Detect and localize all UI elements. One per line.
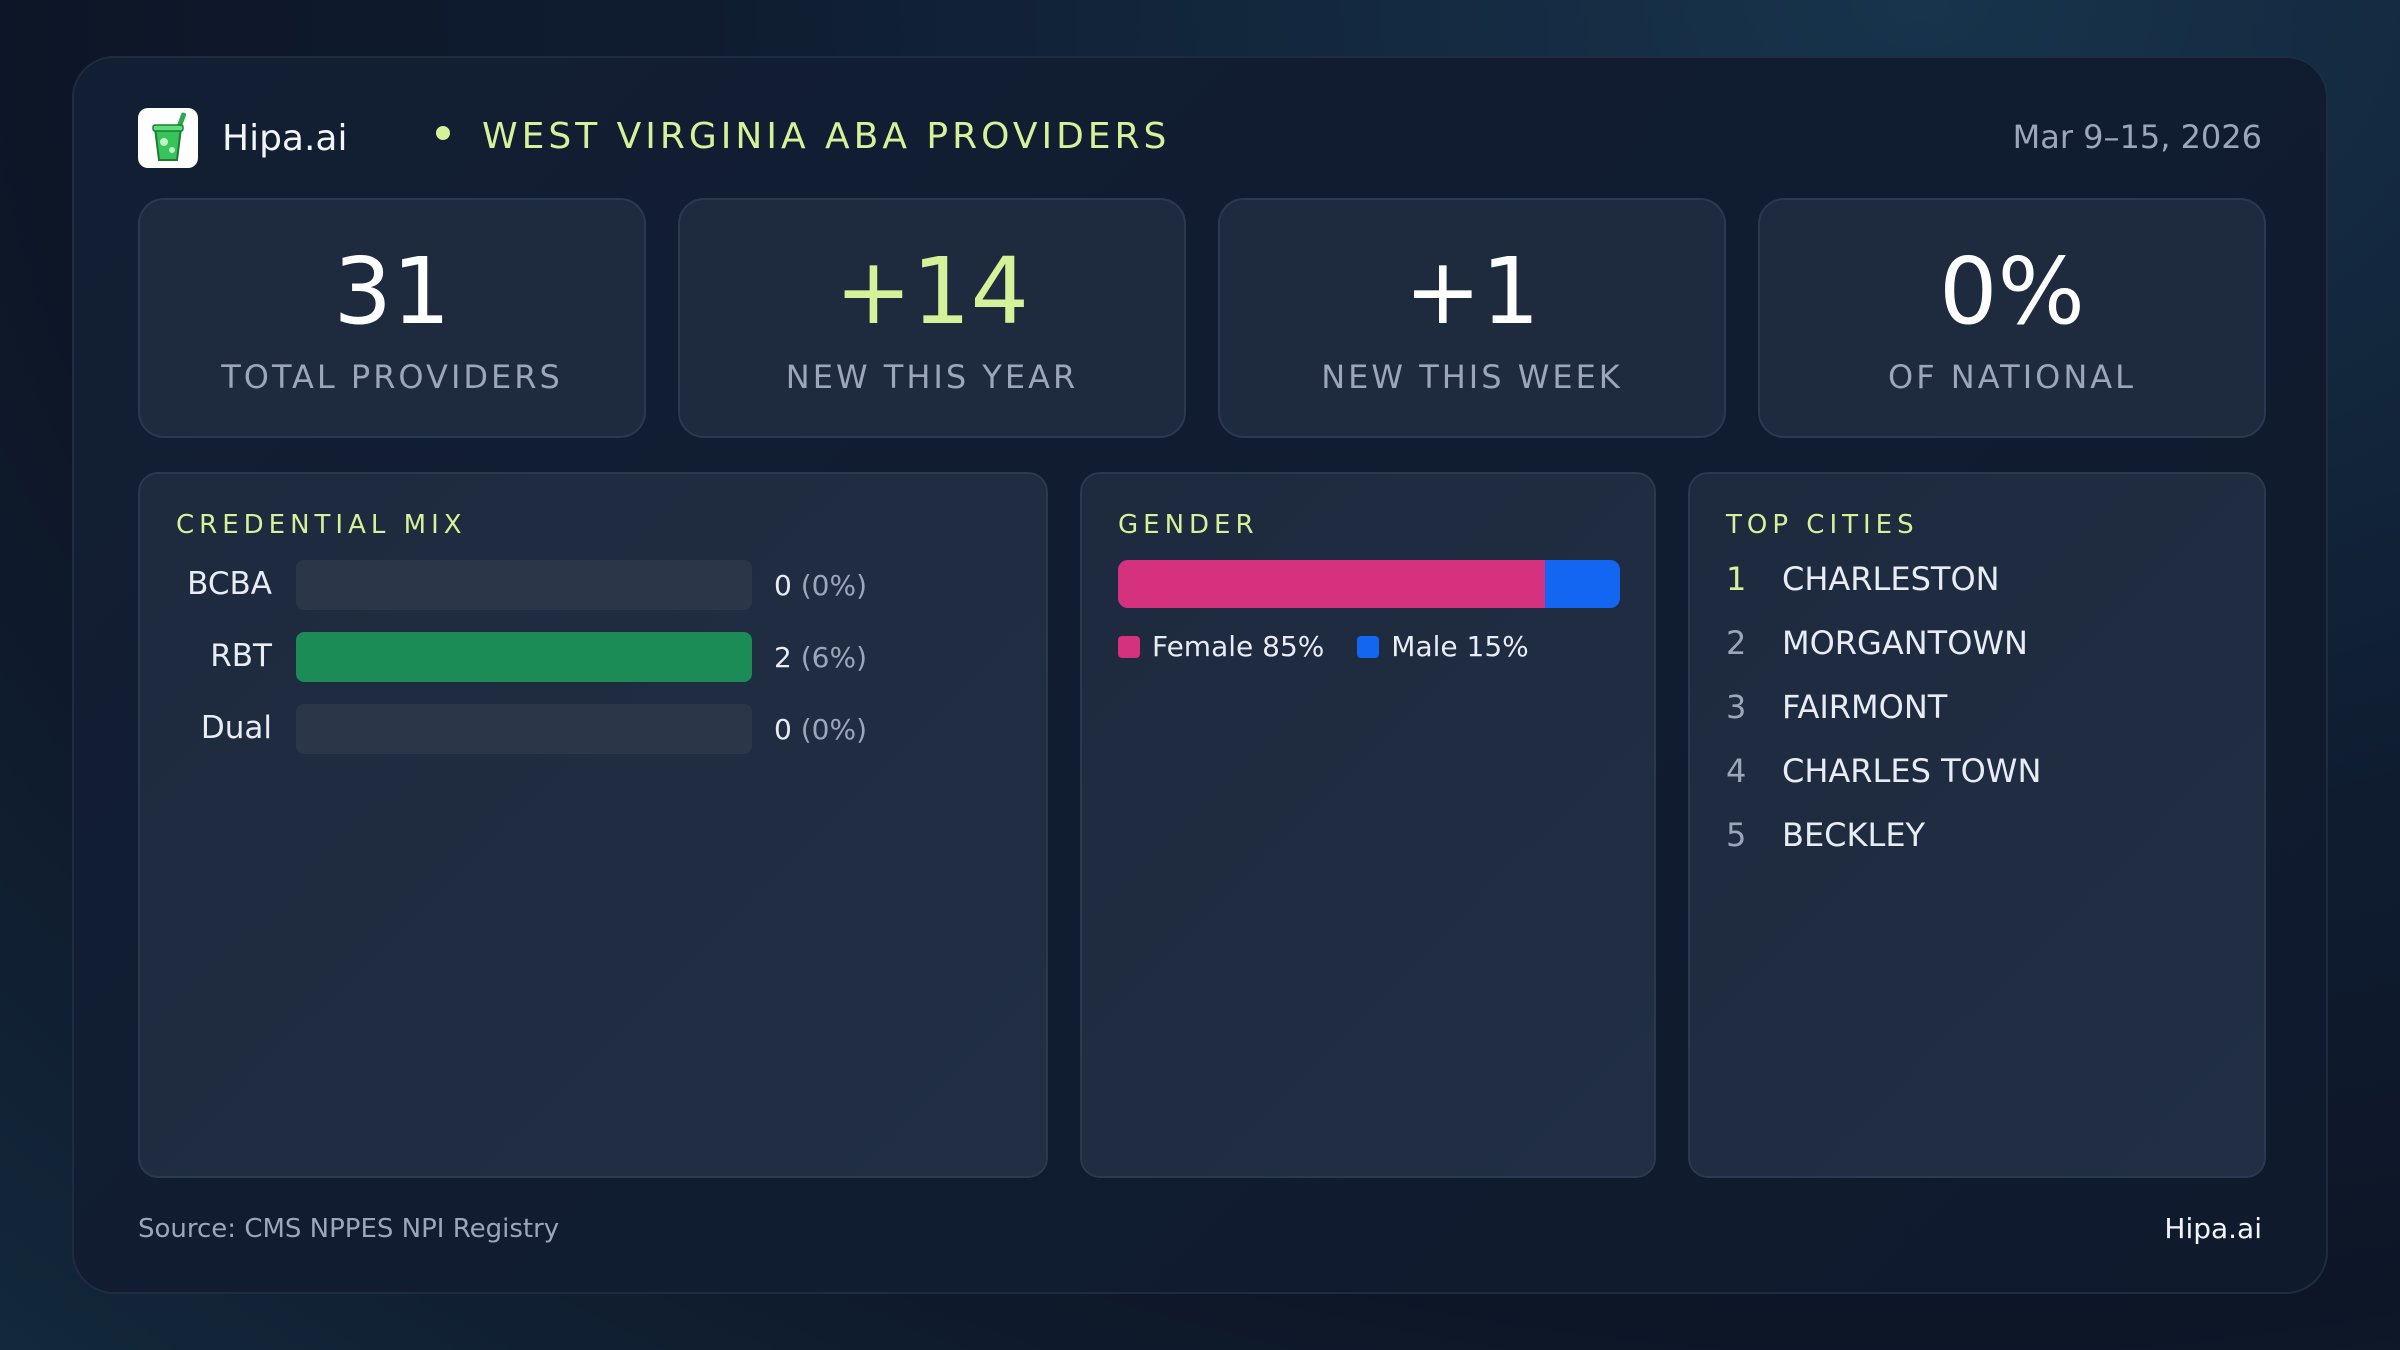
credential-name: Dual — [200, 710, 272, 746]
stat-value: 0% — [1939, 238, 2085, 345]
credential-percent: (6%) — [800, 641, 868, 674]
stat-label: NEW THIS WEEK — [1321, 358, 1623, 396]
male-swatch — [1357, 636, 1380, 658]
city-name: CHARLES TOWN — [1782, 752, 2042, 790]
separator-dot — [436, 126, 450, 140]
credential-bar-track — [296, 632, 752, 682]
panel-title: CREDENTIAL MIX — [176, 510, 467, 540]
credential-name: BCBA — [187, 566, 272, 602]
gender-panel: GENDER Female 85% Male 15% — [1080, 472, 1656, 1178]
stat-value: +1 — [1404, 238, 1540, 345]
credential-row-dual: Dual 0 (0%) — [140, 704, 1046, 754]
legend-label: Female 85% — [1152, 630, 1325, 663]
credential-percent: (0%) — [800, 569, 868, 602]
gender-bar-male — [1544, 560, 1620, 608]
city-rank: 2 — [1726, 624, 1747, 662]
dashboard-card: Hipa.ai WEST VIRGINIA ABA PROVIDERS Mar … — [72, 56, 2328, 1294]
credential-value: 0 (0%) — [774, 569, 867, 602]
credential-count: 2 — [774, 641, 792, 674]
credential-percent: (0%) — [800, 713, 868, 746]
city-item: 3 FAIRMONT — [1726, 688, 1947, 726]
stat-label: OF NATIONAL — [1888, 358, 2136, 396]
panel-title: TOP CITIES — [1726, 510, 1919, 540]
panel-title: GENDER — [1118, 510, 1259, 540]
credential-bar-track — [296, 704, 752, 754]
city-rank: 3 — [1726, 688, 1747, 726]
city-rank: 4 — [1726, 752, 1747, 790]
city-item: 5 BECKLEY — [1726, 816, 1925, 854]
source-note: Source: CMS NPPES NPI Registry — [138, 1214, 560, 1244]
legend-item-male: Male 15% — [1357, 630, 1529, 663]
credential-value: 0 (0%) — [774, 713, 867, 746]
stat-new-this-week: +1 NEW THIS WEEK — [1218, 198, 1726, 438]
stat-value: +14 — [834, 238, 1030, 345]
credential-count: 0 — [774, 713, 792, 746]
cup-with-straw-icon — [138, 108, 198, 168]
top-cities-panel: TOP CITIES 1 CHARLESTON 2 MORGANTOWN 3 FAIR… — [1688, 472, 2266, 1178]
footer-brand: Hipa.ai — [2164, 1212, 2262, 1245]
credential-row-rbt: RBT 2 (6%) — [140, 632, 1046, 682]
credential-mix-panel: CREDENTIAL MIX BCBA 0 (0%) RBT 2 (6%) Du… — [138, 472, 1048, 1178]
city-name: CHARLESTON — [1782, 560, 2000, 598]
city-name: MORGANTOWN — [1782, 624, 2028, 662]
city-item: 2 MORGANTOWN — [1726, 624, 2028, 662]
gender-legend: Female 85% Male 15% — [1118, 630, 1553, 663]
city-rank: 5 — [1726, 816, 1747, 854]
stat-value: 31 — [333, 238, 451, 345]
legend-item-female: Female 85% — [1118, 630, 1324, 663]
header: Hipa.ai WEST VIRGINIA ABA PROVIDERS Mar … — [138, 106, 2262, 170]
city-name: FAIRMONT — [1782, 688, 1948, 726]
stat-of-national: 0% OF NATIONAL — [1758, 198, 2266, 438]
gender-bar-female — [1118, 560, 1545, 608]
brand-name: Hipa.ai — [222, 118, 348, 159]
credential-count: 0 — [774, 569, 792, 602]
stat-total-providers: 31 TOTAL PROVIDERS — [138, 198, 646, 438]
stat-new-this-year: +14 NEW THIS YEAR — [678, 198, 1186, 438]
credential-bar-track — [296, 560, 752, 610]
stat-label: TOTAL PROVIDERS — [221, 358, 563, 396]
city-name: BECKLEY — [1782, 816, 1926, 854]
city-rank: 1 — [1726, 560, 1747, 598]
date-range: Mar 9–15, 2026 — [2012, 118, 2262, 156]
credential-row-bcba: BCBA 0 (0%) — [140, 560, 1046, 610]
legend-label: Male 15% — [1391, 630, 1529, 663]
city-item: 4 CHARLES TOWN — [1726, 752, 2041, 790]
stat-label: NEW THIS YEAR — [785, 358, 1079, 396]
credential-bar-fill — [296, 632, 752, 682]
city-item: 1 CHARLESTON — [1726, 560, 2000, 598]
female-swatch — [1118, 636, 1140, 658]
gender-bar — [1118, 560, 1620, 608]
credential-value: 2 (6%) — [774, 641, 867, 674]
credential-name: RBT — [210, 638, 272, 674]
page-title: WEST VIRGINIA ABA PROVIDERS — [482, 116, 1171, 157]
